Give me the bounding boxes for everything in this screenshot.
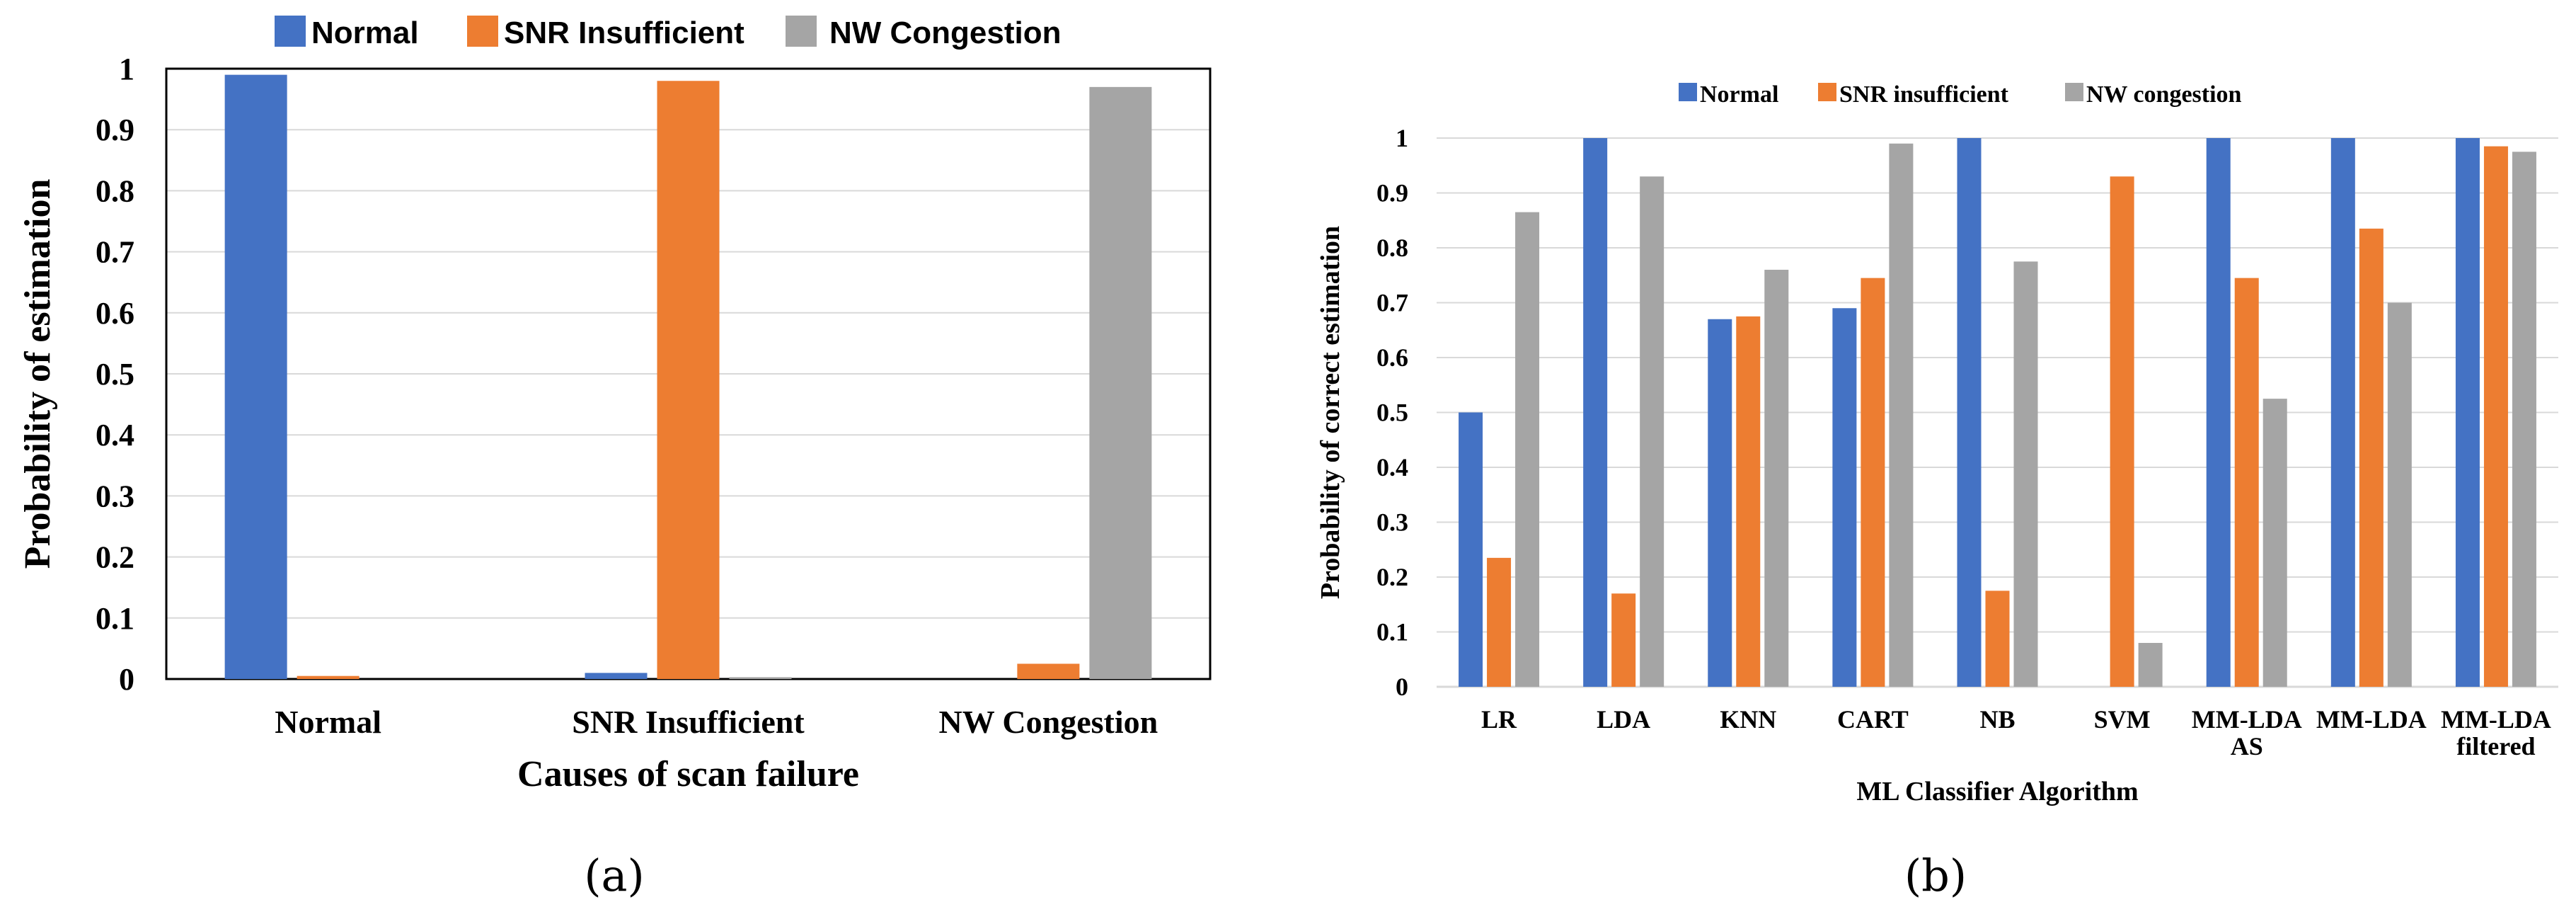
bar-snr-2 [1017, 663, 1080, 679]
bar-normal-3 [1832, 308, 1857, 687]
bar-nw-0 [1515, 212, 1540, 687]
bar-normal-8 [2455, 138, 2480, 687]
y-tick-label: 1 [1396, 124, 1408, 152]
bar-snr-4 [1985, 591, 2010, 687]
legend-label-snr: SNR insufficient [1839, 81, 2009, 108]
y-axis-title: Probability of estimation [18, 179, 58, 569]
y-tick-label: 0.7 [1376, 289, 1408, 317]
legend-label-normal: Normal [1700, 81, 1778, 108]
bar-snr-2 [1736, 316, 1761, 687]
x-category-label: MM-LDA filtered [2441, 705, 2551, 760]
legend-label-normal: Normal [311, 16, 419, 50]
bar-nw-2 [1089, 86, 1152, 680]
bar-snr-6 [2234, 278, 2259, 687]
bar-nw-6 [2262, 399, 2287, 687]
y-tick-label: 0.6 [96, 296, 134, 331]
y-tick-label: 0.6 [1376, 343, 1408, 372]
bar-nw-5 [2138, 643, 2163, 687]
bar-snr-8 [2483, 146, 2508, 687]
bar-snr-7 [2359, 228, 2384, 687]
y-tick-label: 0.5 [96, 357, 134, 392]
bar-snr-5 [2110, 176, 2134, 687]
chart-a: 0 0.1 0.2 0.3 0.4 0.5 0.6 0.7 0.8 0.9 1 Normal SNR I… [18, 16, 1212, 901]
bar-nw-3 [1889, 143, 1914, 687]
x-category-label: CART [1837, 705, 1909, 734]
legend-swatch-nw [786, 16, 817, 47]
bar-nw-2 [1764, 270, 1789, 687]
y-tick-label: 0.4 [96, 418, 134, 452]
x-category-label: LDA [1597, 705, 1650, 734]
panel-label: (b) [1904, 850, 1967, 901]
y-tick-label: 0.2 [96, 540, 134, 575]
y-tick-label: 0.8 [1376, 234, 1408, 262]
bar-normal-1 [1583, 138, 1608, 687]
x-category-label: MM-LDA AS [2192, 705, 2302, 760]
bar-nw-1 [1640, 176, 1664, 687]
bar-normal-2 [1708, 319, 1732, 687]
x-axis-title: ML Classifier Algorithm [1856, 777, 2138, 806]
legend-swatch-snr [1818, 83, 1836, 101]
y-tick-label: 0 [119, 662, 134, 697]
y-tick-label: 0.4 [1376, 453, 1408, 481]
bar-nw-1 [729, 677, 792, 679]
bar-nw-4 [2013, 261, 2038, 687]
panel-label: (a) [584, 850, 644, 901]
bar-snr-3 [1861, 278, 1885, 687]
y-tick-label: 0.9 [1376, 179, 1408, 207]
bar-nw-7 [2387, 302, 2412, 687]
bar-snr-1 [1611, 593, 1636, 687]
bar-normal-6 [2206, 138, 2231, 687]
legend-label-snr: SNR Insufficient [504, 16, 744, 50]
bar-normal-1 [585, 673, 648, 679]
x-category-label: SVM [2094, 705, 2151, 734]
y-tick-label: 0.1 [96, 601, 134, 636]
bar-normal-4 [1957, 138, 1982, 687]
y-tick-label: 0.3 [96, 479, 134, 513]
legend-label-nw: NW congestion [2086, 81, 2242, 108]
x-category-label: NW Congestion [939, 704, 1158, 740]
bar-nw-8 [2512, 152, 2536, 687]
bar-normal-0 [224, 74, 287, 680]
y-tick-label: 0.9 [96, 113, 134, 147]
x-category-label: KNN [1720, 705, 1776, 734]
y-axis-title: Probability of correct estimation [1316, 226, 1345, 599]
bar-normal-0 [1459, 412, 1483, 687]
y-tick-label: 0 [1396, 673, 1408, 701]
legend-label-nw: NW Congestion [829, 16, 1062, 50]
x-category-label: MM-LDA [2316, 705, 2427, 734]
legend-swatch-snr [467, 16, 498, 47]
bar-snr-0 [297, 675, 360, 679]
bar-normal-7 [2330, 138, 2355, 687]
x-category-label: SNR Insufficient [572, 704, 805, 740]
legend-swatch-nw [2065, 83, 2083, 101]
x-category-label: NB [1979, 705, 2015, 734]
bar-snr-0 [1487, 557, 1512, 687]
y-tick-label: 1 [119, 52, 134, 86]
y-tick-label: 0.7 [96, 235, 134, 270]
x-category-label: LR [1481, 705, 1517, 734]
y-tick-label: 0.1 [1376, 618, 1408, 646]
legend-swatch-normal [1679, 83, 1697, 101]
x-category-label: Normal [275, 704, 381, 740]
y-tick-label: 0.3 [1376, 508, 1408, 537]
y-tick-label: 0.5 [1376, 399, 1408, 427]
x-axis-title: Causes of scan failure [517, 754, 859, 794]
y-tick-label: 0.8 [96, 173, 134, 208]
chart-b: 0 0.1 0.2 0.3 0.4 0.5 0.6 0.7 0.8 0.9 1 LR LDA KNN CAR… [1316, 81, 2558, 901]
bar-snr-1 [657, 81, 720, 680]
legend-swatch-normal [275, 16, 306, 47]
y-tick-label: 0.2 [1376, 563, 1408, 591]
